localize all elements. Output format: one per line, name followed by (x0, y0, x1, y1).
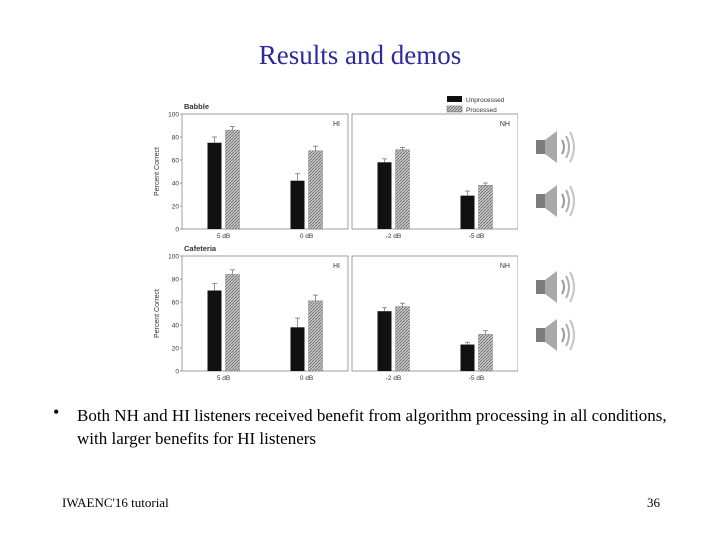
y-tick-label: 60 (172, 158, 180, 165)
y-tick-label: 0 (175, 369, 179, 376)
page-number: 36 (647, 495, 660, 510)
bullet-marker: • (53, 402, 60, 422)
speaker-icon[interactable] (532, 314, 580, 358)
legend-label: Processed (466, 107, 497, 114)
footer-label: IWAENC'16 tutorial (62, 495, 169, 510)
bar-processed (308, 300, 323, 372)
panel-group-label: NH (500, 121, 510, 128)
bar-unprocessed (460, 195, 475, 229)
bar-unprocessed (377, 311, 392, 371)
bar-unprocessed (207, 142, 222, 229)
bar-processed (478, 185, 493, 230)
panel-frame (351, 255, 518, 372)
panel-frame (181, 255, 349, 372)
x-tick-label: -5 dB (469, 233, 485, 240)
bar-processed (395, 149, 410, 230)
speaker-icon-2[interactable] (532, 180, 580, 224)
speaker-icon[interactable] (532, 266, 580, 310)
bar-processed (225, 274, 240, 372)
y-tick-label: 40 (172, 181, 180, 188)
legend-swatch-processed (446, 105, 463, 113)
speaker-icon[interactable] (532, 126, 580, 170)
x-tick-label: 5 dB (217, 375, 230, 382)
panel-frame (181, 113, 349, 230)
bar-processed (225, 129, 240, 230)
y-tick-label: 60 (172, 300, 180, 307)
x-tick-label: -2 dB (386, 375, 402, 382)
panel-group-label: HI (333, 121, 340, 128)
bar-unprocessed (290, 180, 305, 229)
bar-unprocessed (207, 290, 222, 371)
bar-unprocessed (377, 162, 392, 229)
y-tick-label: 20 (172, 204, 180, 211)
panel-group-label: HI (333, 263, 340, 270)
bar-unprocessed (290, 327, 305, 371)
legend-swatch-unprocessed (447, 96, 462, 102)
y-tick-label: 80 (172, 277, 180, 284)
speaker-icon-1[interactable] (532, 126, 580, 170)
y-tick-label: 20 (172, 346, 180, 353)
row-label: Babble (184, 102, 209, 111)
bar-processed (308, 150, 323, 230)
x-tick-label: 0 dB (300, 375, 313, 382)
bullet-text: Both NH and HI listeners received benefi… (77, 406, 667, 448)
y-tick-label: 80 (172, 135, 180, 142)
slide-title: Results and demos (258, 40, 462, 70)
bar-unprocessed (460, 344, 475, 371)
panel-frame (351, 113, 518, 230)
results-bar-chart: Unprocessed Processed Babble Percent Correc… (154, 96, 518, 382)
x-tick-label: 5 dB (217, 233, 230, 240)
panel-group-label: NH (500, 263, 510, 270)
x-tick-label: -5 dB (469, 375, 485, 382)
y-axis-label: Percent Correct (154, 289, 161, 338)
speaker-icon-4[interactable] (532, 314, 580, 358)
bar-processed (395, 306, 410, 372)
y-tick-label: 100 (168, 254, 179, 261)
speaker-icon[interactable] (532, 180, 580, 224)
x-tick-label: -2 dB (386, 233, 402, 240)
x-tick-label: 0 dB (300, 233, 313, 240)
bar-processed (478, 333, 493, 372)
y-tick-label: 100 (168, 112, 179, 119)
y-tick-label: 0 (175, 227, 179, 234)
speaker-icon-3[interactable] (532, 266, 580, 310)
y-axis-label: Percent Correct (154, 147, 161, 196)
y-tick-label: 40 (172, 323, 180, 330)
legend-label: Unprocessed (466, 97, 505, 104)
row-label: Cafeteria (184, 244, 217, 253)
